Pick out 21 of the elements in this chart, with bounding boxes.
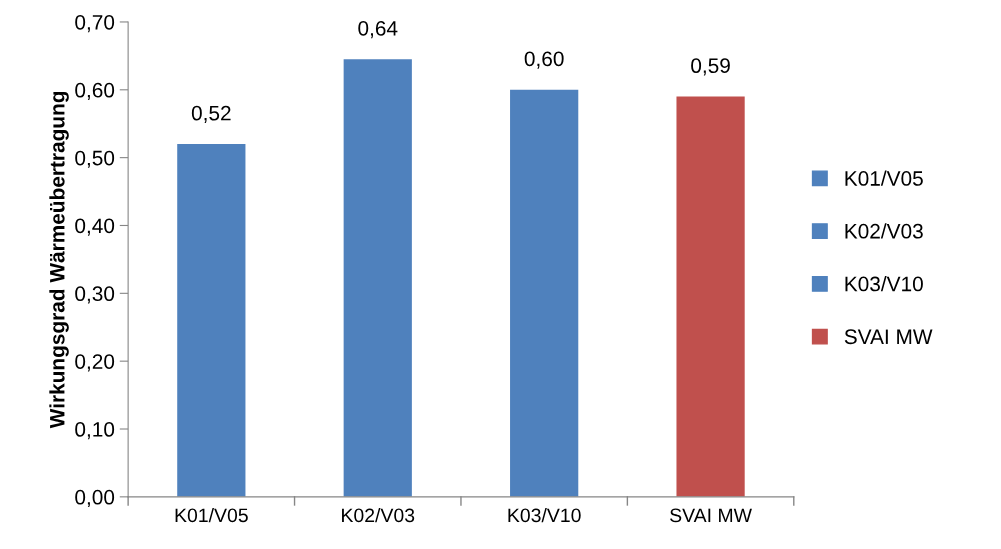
y-tick-label: 0,00 (75, 489, 115, 508)
x-tick-label: SVAI MW (670, 508, 752, 523)
legend-label: K03/V10 (845, 276, 923, 292)
legend-label: K02/V03 (845, 223, 923, 239)
data-label: 0,59 (691, 58, 730, 76)
y-tick-label: 0,10 (75, 422, 115, 440)
y-tick-label: 0,40 (75, 218, 115, 236)
y-tick-label: 0,60 (75, 82, 115, 101)
data-label: 0,52 (191, 105, 231, 123)
data-label: 0,64 (358, 20, 398, 39)
y-axis-title: Wirkungsgrad Wärmeübertragung (49, 91, 69, 429)
legend-label: SVAI MW (844, 329, 933, 345)
y-tick-label: 0,50 (75, 150, 115, 168)
y-tick-label: 0,70 (75, 14, 115, 33)
x-tick-label: K03/V10 (508, 507, 581, 523)
data-label: 0,60 (524, 51, 564, 69)
y-tick-label: 0,20 (75, 354, 115, 372)
y-tick-label: 0,30 (75, 286, 115, 304)
x-tick-label: K01/V05 (175, 507, 248, 523)
legend-label: K01/V05 (845, 170, 923, 186)
x-tick-label: K02/V03 (342, 507, 415, 523)
